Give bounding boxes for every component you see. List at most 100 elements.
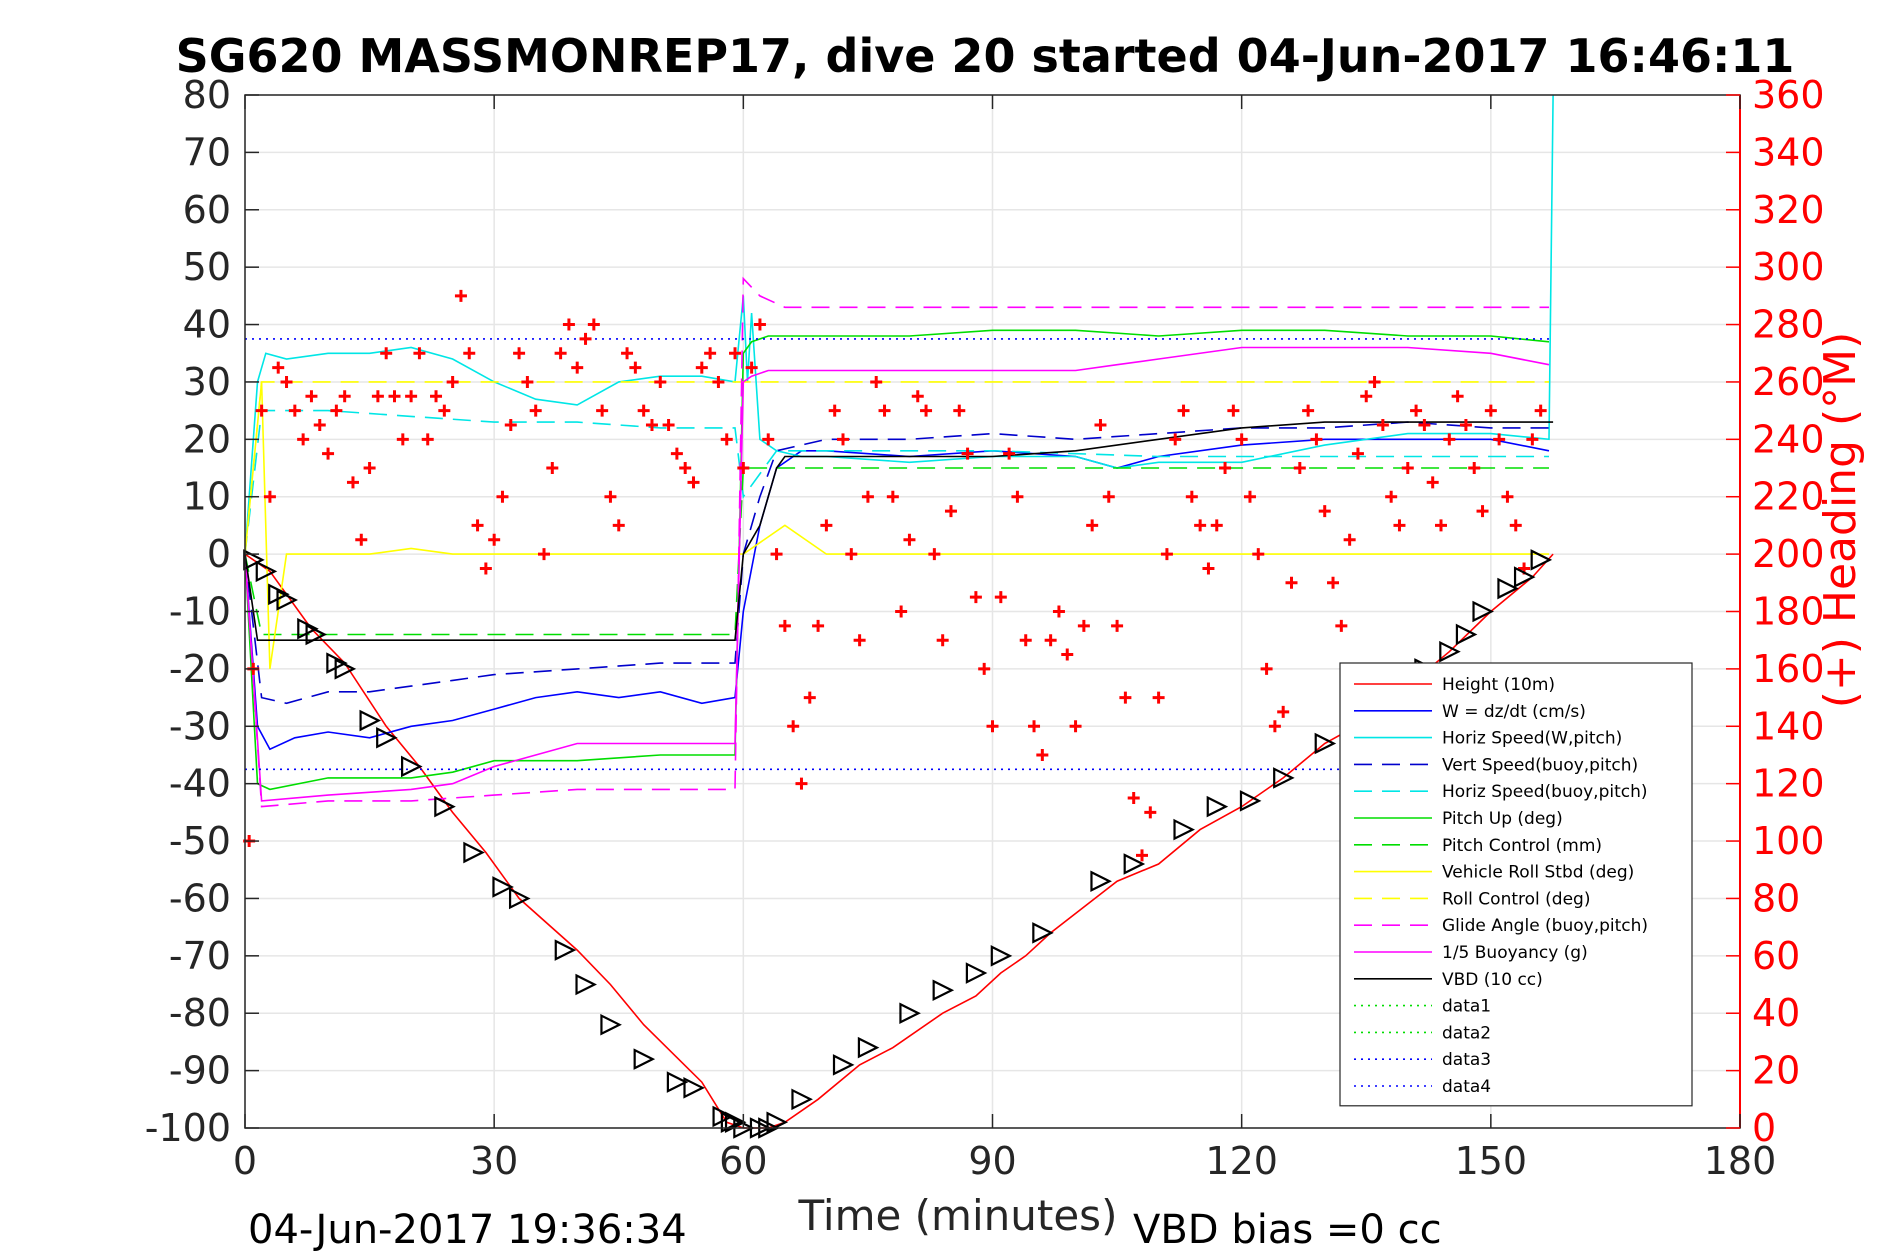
- vbd-bias-label: VBD bias =0 cc: [1133, 1207, 1442, 1253]
- depth-marker: [1314, 732, 1337, 755]
- heading-point: [1011, 490, 1024, 503]
- depth-marker: [965, 962, 988, 984]
- heading-point: [1260, 662, 1273, 675]
- depth-marker: [1173, 818, 1195, 841]
- series-line-0: [244, 553, 1554, 1129]
- depth-marker: [554, 939, 577, 961]
- y-tick-label-left: -50: [169, 819, 231, 863]
- heading-point: [1069, 720, 1082, 733]
- series-line-11: [244, 421, 1554, 642]
- heading-point: [687, 476, 700, 489]
- legend-entry: Vehicle Roll Stbd (deg): [1442, 863, 1634, 883]
- heading-point: [363, 462, 376, 475]
- y-tick-label-left: -60: [169, 876, 231, 920]
- depth-marker: [857, 1036, 880, 1059]
- heading-point: [1102, 490, 1115, 503]
- depth-marker: [990, 945, 1013, 967]
- x-axis-label: Time (minutes): [798, 1191, 1118, 1240]
- heading-point: [994, 591, 1007, 604]
- depth-marker: [1472, 600, 1494, 623]
- heading-point: [1509, 519, 1522, 532]
- heading-point: [305, 390, 318, 403]
- y-tick-label-right: 200: [1752, 532, 1825, 576]
- heading-point: [538, 548, 550, 561]
- y-tick-label-left: -20: [169, 647, 231, 691]
- heading-point: [280, 375, 293, 388]
- series-line-6: [244, 467, 1549, 636]
- heading-point: [1210, 519, 1223, 532]
- heading-point: [496, 490, 509, 503]
- heading-point: [886, 490, 899, 503]
- depth-marker: [1497, 577, 1519, 600]
- depth-marker: [1239, 790, 1262, 812]
- heading-point: [1360, 390, 1373, 403]
- heading-point: [911, 390, 924, 403]
- heading-point: [288, 404, 301, 417]
- heading-point: [1119, 691, 1132, 704]
- heading-point: [1493, 433, 1506, 446]
- legend-entry: data3: [1442, 1050, 1491, 1070]
- heading-point: [1194, 519, 1207, 532]
- heading-point: [953, 404, 966, 417]
- depth-marker: [1513, 566, 1536, 588]
- heading-point: [1127, 792, 1140, 805]
- heading-point: [1376, 418, 1389, 431]
- heading-point: [579, 332, 592, 345]
- heading-point: [513, 347, 526, 360]
- heading-point: [612, 519, 625, 532]
- depth-marker: [359, 709, 382, 732]
- heading-point: [371, 390, 384, 403]
- heading-point: [770, 548, 783, 561]
- heading-point: [1343, 533, 1356, 546]
- depth-marker: [401, 755, 423, 778]
- y-tick-label-left: 70: [183, 130, 231, 174]
- y-tick-label-left: 50: [183, 245, 231, 289]
- heading-point: [621, 347, 634, 360]
- heading-point: [1144, 806, 1157, 819]
- heading-point: [787, 720, 800, 733]
- heading-point: [1459, 418, 1472, 431]
- heading-markers: [243, 290, 1547, 862]
- heading-point: [272, 361, 285, 374]
- y-tick-label-left: -30: [169, 704, 231, 748]
- heading-point: [1526, 433, 1539, 446]
- heading-point: [1468, 462, 1481, 475]
- depth-marker: [463, 841, 485, 864]
- heading-point: [1152, 691, 1165, 704]
- y-tick-label-right: 20: [1752, 1049, 1800, 1093]
- heading-point: [778, 619, 791, 632]
- series-line-10: [244, 346, 1550, 802]
- y-tick-label-right: 40: [1752, 991, 1800, 1035]
- heading-point: [380, 347, 393, 360]
- heading-point: [1268, 720, 1281, 733]
- heading-point: [1219, 462, 1232, 475]
- y-tick-label-left: 0: [207, 532, 231, 576]
- heading-point: [1052, 605, 1065, 618]
- legend-entry: Pitch Up (deg): [1442, 809, 1563, 829]
- heading-point: [479, 562, 492, 575]
- heading-point: [1484, 404, 1497, 417]
- heading-point: [1501, 490, 1514, 503]
- depth-marker: [276, 589, 298, 611]
- heading-point: [961, 447, 974, 460]
- heading-point: [903, 533, 916, 546]
- depth-marker: [1090, 870, 1112, 893]
- legend-entry: Horiz Speed(buoy,pitch): [1442, 782, 1648, 802]
- heading-point: [828, 404, 841, 417]
- depth-marker: [305, 623, 328, 646]
- heading-point: [737, 462, 750, 475]
- depth-marker: [683, 1077, 705, 1099]
- heading-point: [1443, 433, 1456, 446]
- depth-marker: [666, 1071, 689, 1093]
- heading-point: [338, 390, 351, 403]
- y-tick-label-right: 60: [1752, 934, 1800, 978]
- heading-point: [1185, 490, 1198, 503]
- heading-point: [845, 548, 858, 561]
- legend-entry: Height (10m): [1442, 675, 1555, 695]
- heading-point: [928, 548, 941, 561]
- heading-point: [330, 404, 343, 417]
- y-tick-label-left: -40: [169, 762, 231, 806]
- heading-point: [1169, 433, 1182, 446]
- heading-point: [562, 318, 575, 331]
- heading-point: [488, 533, 501, 546]
